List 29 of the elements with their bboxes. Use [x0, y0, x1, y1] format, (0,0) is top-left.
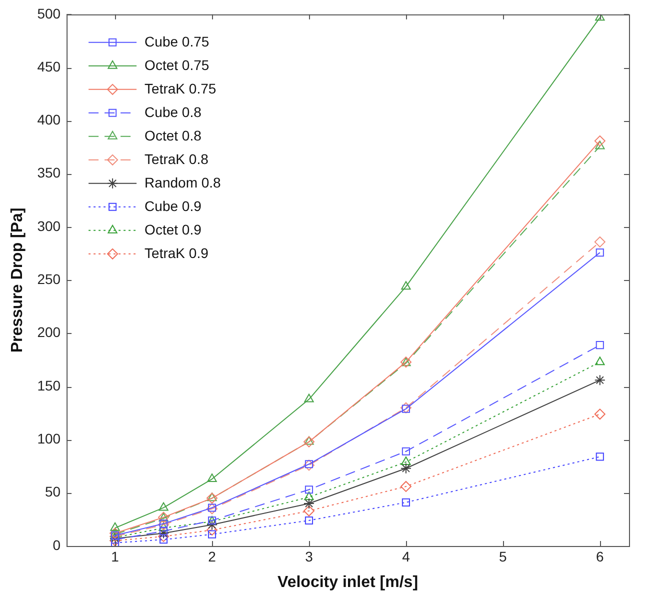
legend-label: Cube 0.8 [144, 104, 202, 120]
x-tick-label: 6 [596, 548, 604, 564]
legend-label: Octet 0.8 [144, 127, 202, 144]
y-tick-label: 500 [37, 5, 61, 22]
y-tick-label: 300 [37, 218, 61, 234]
y-tick-label: 100 [37, 430, 61, 447]
y-tick-label: 400 [37, 112, 61, 128]
y-tick-label: 0 [52, 536, 61, 553]
x-tick-label: 4 [402, 548, 410, 564]
legend-label: Cube 0.75 [144, 33, 210, 50]
y-tick-label: 250 [37, 271, 61, 288]
legend-label: Random 0.8 [144, 174, 222, 190]
x-tick-label: 3 [305, 548, 314, 564]
legend-label: Octet 0.9 [144, 221, 202, 238]
y-tick-label: 150 [37, 377, 61, 394]
legend-label: TetraK 0.9 [144, 244, 209, 261]
x-tick-label: 2 [208, 548, 216, 564]
legend-label: Cube 0.9 [144, 198, 202, 214]
y-tick-label: 200 [37, 324, 61, 340]
y-tick-label: 450 [37, 58, 61, 74]
y-tick-label: 350 [37, 164, 61, 181]
y-axis-title: Pressure Drop [Pa] [9, 208, 26, 353]
legend-label: Octet 0.75 [144, 56, 210, 73]
legend-label: TetraK 0.75 [144, 80, 216, 96]
y-tick-label: 50 [44, 484, 61, 500]
x-tick-label: 1 [111, 548, 120, 564]
x-axis-title: Velocity inlet [m/s] [278, 574, 418, 591]
x-tick-label: 5 [499, 548, 508, 564]
legend-label: TetraK 0.8 [144, 150, 209, 167]
